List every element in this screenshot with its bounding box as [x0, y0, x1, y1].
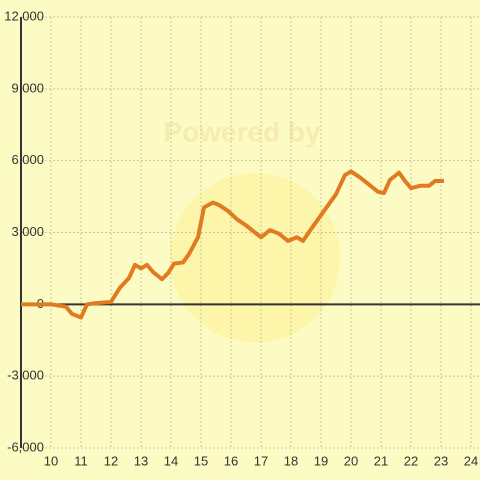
x-tick-label: 12 — [104, 453, 118, 468]
x-tick-label: 17 — [254, 453, 268, 468]
y-tick-label: 12,000 — [4, 8, 44, 23]
x-tick-label: 24 — [464, 453, 478, 468]
y-tick-label: 3,000 — [11, 224, 44, 239]
y-tick-label: -6,000 — [7, 439, 44, 454]
y-tick-label: 9,000 — [11, 80, 44, 95]
y-tick-label: -3,000 — [7, 368, 44, 383]
x-tick-label: 15 — [194, 453, 208, 468]
watermark-logo — [170, 173, 340, 343]
x-tick-label: 18 — [284, 453, 298, 468]
x-tick-label: 20 — [344, 453, 358, 468]
x-tick-label: 19 — [314, 453, 328, 468]
x-tick-label: 21 — [374, 453, 388, 468]
x-tick-label: 22 — [404, 453, 418, 468]
x-tick-label: 11 — [74, 453, 88, 468]
y-tick-label: 6,000 — [11, 152, 44, 167]
x-tick-label: 14 — [164, 453, 178, 468]
x-tick-label: 13 — [134, 453, 148, 468]
x-tick-label: 16 — [224, 453, 238, 468]
watermark: Powered by — [163, 116, 321, 147]
x-tick-label: 10 — [44, 453, 58, 468]
data-line — [21, 169, 444, 320]
x-tick-label: 23 — [434, 453, 448, 468]
